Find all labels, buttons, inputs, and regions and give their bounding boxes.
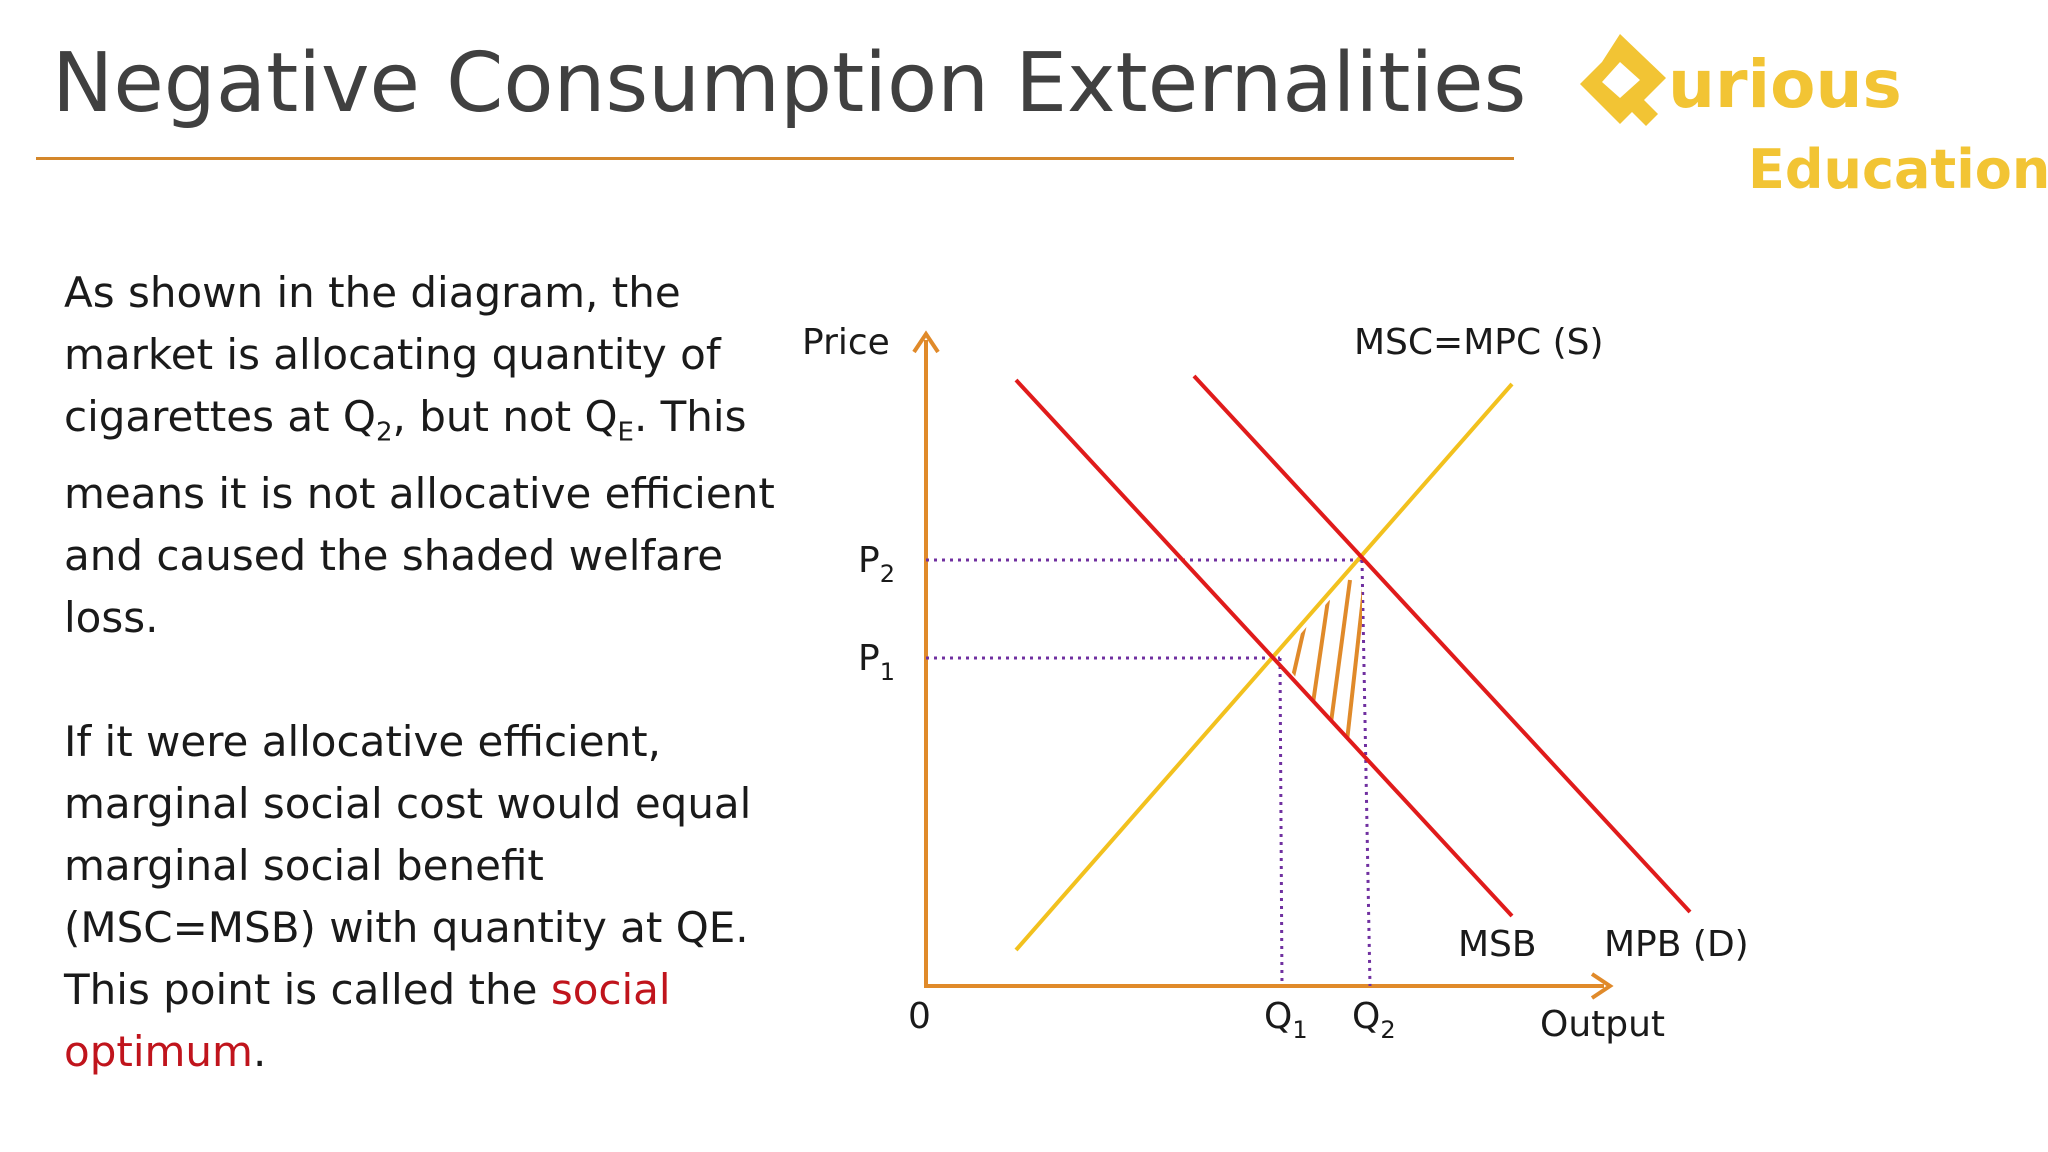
p1-sub-2: E	[617, 417, 634, 448]
logo-word-education: Education	[1748, 138, 2048, 201]
p2-label: P2	[858, 540, 895, 588]
mpb-demand-curve	[1192, 374, 1692, 914]
msb-label: MSB	[1458, 924, 1537, 965]
paragraph-2: If it were allocative efficient, margina…	[64, 711, 804, 1083]
logo-word-urious: urious	[1668, 46, 1902, 123]
p1-text-b: , but not Q	[392, 392, 618, 441]
title-underline	[36, 157, 1514, 160]
paragraph-1: As shown in the diagram, the market is a…	[64, 262, 804, 649]
mpb-label: MPB (D)	[1604, 924, 1749, 965]
q2-guide	[1360, 559, 1372, 987]
p1-sub-1: 2	[375, 417, 393, 448]
y-axis-arrow-icon	[912, 330, 940, 354]
p1-text-a: As shown in the diagram, the market is a…	[64, 268, 721, 441]
explanation-text: As shown in the diagram, the market is a…	[64, 262, 804, 1083]
msb-curve	[1014, 378, 1514, 918]
x-axis-label: Output	[1540, 1004, 1665, 1045]
p2-text-end: .	[252, 1027, 267, 1077]
social-optimum-highlight: social optimum	[64, 965, 671, 1077]
p1-text-c: . This means it is not allocative effici…	[64, 392, 775, 643]
p2-text-a: If it were allocative efficient, margina…	[64, 717, 752, 1015]
x-axis-arrow-icon	[1590, 972, 1614, 1000]
q2-label: Q2	[1352, 996, 1396, 1044]
q1-guide	[1278, 657, 1284, 987]
logo-mark-icon	[1580, 34, 1666, 126]
origin-label: 0	[908, 996, 931, 1037]
slide-title: Negative Consumption Externalities	[52, 36, 1527, 131]
logo: urious Education	[1580, 30, 2048, 220]
supply-curve-msc-mpc	[1014, 382, 1514, 952]
supply-curve-label: MSC=MPC (S)	[1354, 322, 1604, 363]
y-axis-label: Price	[802, 322, 890, 363]
q1-label: Q1	[1264, 996, 1308, 1044]
p1-label: P1	[858, 638, 895, 686]
